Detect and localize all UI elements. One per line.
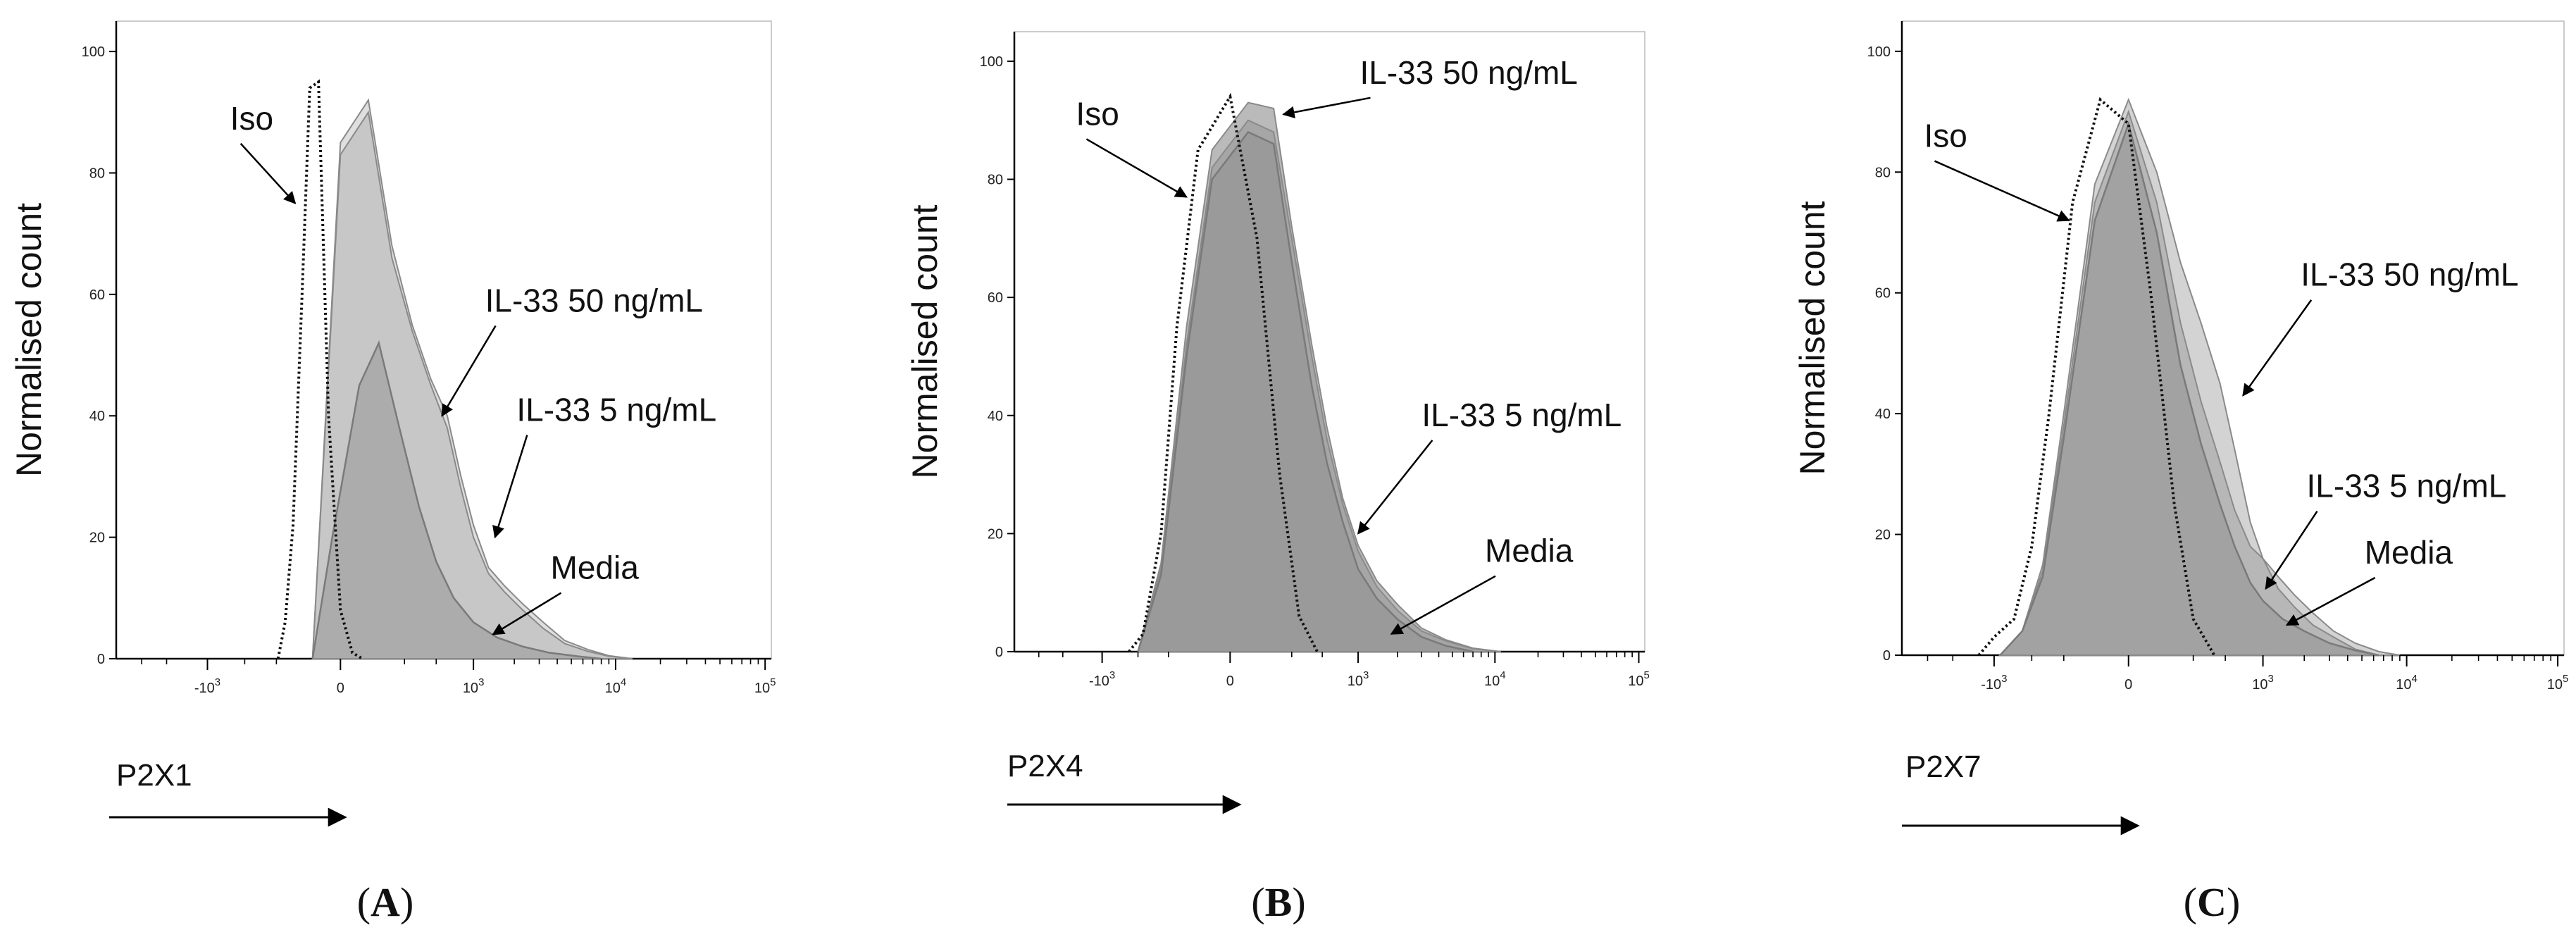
y-tick-label: 100 xyxy=(980,54,1003,70)
y-tick-label: 0 xyxy=(995,645,1003,660)
x-tick-label: -103 xyxy=(1089,669,1115,689)
annotation: IL-33 50 ng/mL xyxy=(441,282,703,417)
annotation-arrow xyxy=(2285,576,2376,626)
series-media-outline xyxy=(1999,120,2379,657)
annotation-label: IL-33 5 ng/mL xyxy=(516,391,716,428)
y-tick-label: 40 xyxy=(1875,407,1891,422)
y-tick-label: 100 xyxy=(82,44,105,60)
annotation-label: IL-33 50 ng/mL xyxy=(1359,54,1577,91)
y-tick-label: 20 xyxy=(1875,528,1891,543)
y-tick-label: 60 xyxy=(988,290,1003,306)
y-axis-label: Normalised count xyxy=(1793,201,1832,475)
y-axis-label: Normalised count xyxy=(905,204,945,478)
annotation: Media xyxy=(1390,533,1574,635)
x-axis-label: P2X1 xyxy=(116,758,192,793)
annotation: Iso xyxy=(1076,95,1188,198)
annotation-arrow xyxy=(441,325,497,417)
x-axis-label: P2X4 xyxy=(1007,749,1083,783)
y-tick-label: 0 xyxy=(1883,648,1891,664)
series-media-outline xyxy=(311,340,602,660)
panel-A: 0 20 40 60 80 100 -103 0 103 104 105 Normalised cou… xyxy=(9,20,776,925)
x-tick-label: 0 xyxy=(2124,677,2132,693)
x-tick-label: 105 xyxy=(754,676,776,696)
x-tick-label: 103 xyxy=(2252,673,2274,693)
y-tick-label: 100 xyxy=(1867,44,1891,60)
x-tick-label: 105 xyxy=(1628,669,1650,689)
annotation: IL-33 5 ng/mL xyxy=(492,391,716,539)
x-tick-label: -103 xyxy=(194,676,220,696)
series-iso xyxy=(276,79,363,660)
x-tick-label: 104 xyxy=(1484,669,1506,689)
y-tick-label: 80 xyxy=(988,173,1003,188)
y-axis-label: Normalised count xyxy=(9,203,49,477)
annotation: Iso xyxy=(230,100,297,204)
x-tick-label: 0 xyxy=(1226,674,1234,689)
annotation: Media xyxy=(492,550,640,635)
annotation-arrow xyxy=(1390,575,1496,635)
x-tick-label: 103 xyxy=(463,676,485,696)
annotation: IL-33 50 ng/mL xyxy=(2242,256,2519,397)
x-axis-label: P2X7 xyxy=(1905,750,1981,784)
annotation: IL-33 5 ng/mL xyxy=(1357,397,1622,535)
y-tick-label: 80 xyxy=(1875,165,1891,180)
annotation-arrow xyxy=(1282,97,1371,118)
x-tick-label: 103 xyxy=(1348,669,1369,689)
annotation: Iso xyxy=(1924,118,2070,222)
annotation-arrow xyxy=(1934,160,2070,222)
annotation-label: IL-33 50 ng/mL xyxy=(2301,256,2518,293)
y-tick-label: 60 xyxy=(1875,286,1891,302)
x-tick-label: 104 xyxy=(605,676,627,696)
annotation: Media xyxy=(2285,534,2453,626)
panel-label: (C) xyxy=(2184,879,2241,925)
y-tick-label: 0 xyxy=(97,652,105,667)
annotation-label: Media xyxy=(1485,533,1574,569)
series-media xyxy=(1137,131,1474,652)
annotation-label: IL-33 5 ng/mL xyxy=(2307,468,2507,504)
y-tick-label: 20 xyxy=(89,530,105,546)
x-tick-label: -103 xyxy=(1981,673,2007,693)
series-media-outline xyxy=(1137,130,1474,653)
y-tick-label: 60 xyxy=(89,287,105,303)
x-tick-label: 104 xyxy=(2396,673,2418,693)
annotation-arrow xyxy=(492,592,562,635)
panel-B: 0 20 40 60 80 100 -103 0 103 104 105 Normalised cou… xyxy=(905,31,1650,925)
annotation-arrow xyxy=(2242,299,2313,397)
x-tick-label: 105 xyxy=(2547,673,2569,693)
y-tick-label: 40 xyxy=(89,409,105,424)
annotation-arrow xyxy=(1085,138,1188,198)
series-iso xyxy=(1977,97,2216,657)
annotation-label: Media xyxy=(551,550,640,586)
annotation: IL-33 50 ng/mL xyxy=(1282,54,1578,118)
annotation-arrow xyxy=(239,142,297,204)
panel-C: 0 20 40 60 80 100 -103 0 103 104 105 Normalised cou… xyxy=(1793,20,2569,925)
annotation-label: IL-33 5 ng/mL xyxy=(1421,397,1622,433)
panel-label: (B) xyxy=(1251,879,1305,925)
y-tick-label: 80 xyxy=(89,166,105,181)
y-tick-label: 20 xyxy=(988,526,1003,542)
annotation: IL-33 5 ng/mL xyxy=(2265,468,2507,590)
annotation-label: Iso xyxy=(1076,95,1119,132)
annotation-label: Iso xyxy=(1924,118,1967,154)
panel-label: (A) xyxy=(357,879,414,925)
annotation-arrow xyxy=(1357,440,1433,535)
annotation-label: Iso xyxy=(230,100,273,137)
annotation-arrow xyxy=(492,435,528,539)
annotation-label: Media xyxy=(2365,534,2453,571)
x-tick-label: 0 xyxy=(337,681,344,696)
y-tick-label: 40 xyxy=(988,409,1003,424)
annotation-arrow xyxy=(2265,511,2318,590)
annotation-label: IL-33 50 ng/mL xyxy=(485,282,703,318)
